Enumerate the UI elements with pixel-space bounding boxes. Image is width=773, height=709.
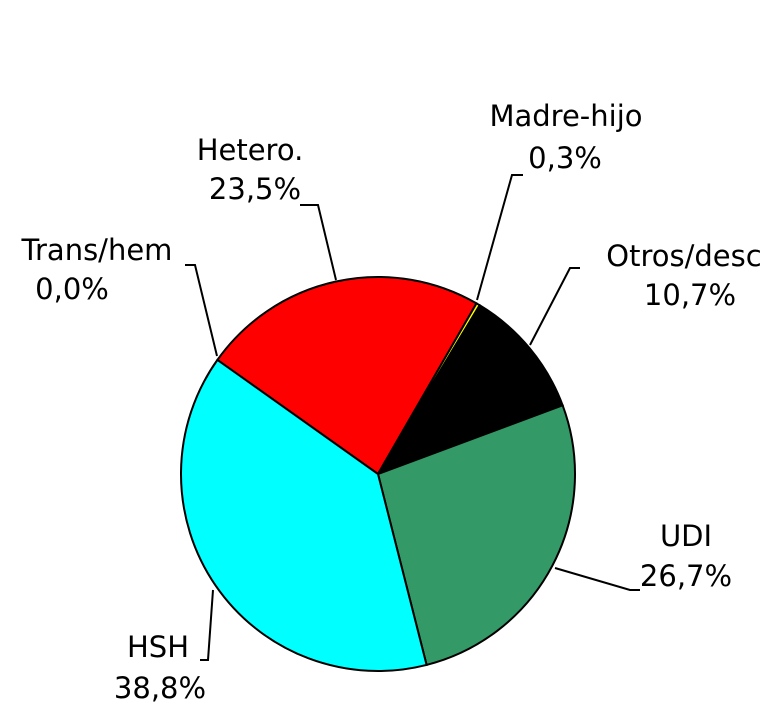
pie-slice <box>216 276 478 476</box>
slice-value-label: 0,3% <box>528 141 602 175</box>
slice-label: Madre-hijo <box>489 99 642 133</box>
slice-label: Otros/desc <box>606 239 761 273</box>
leader-line <box>200 589 214 661</box>
leader-line <box>185 264 218 357</box>
slice-value-label: 26,7% <box>640 559 732 593</box>
slice-value-label: 38,8% <box>114 671 206 705</box>
slice-label: UDI <box>660 519 712 553</box>
slice-value-label: 10,7% <box>644 278 736 312</box>
leader-line <box>529 267 580 346</box>
slice-label: HSH <box>127 630 189 664</box>
leader-line <box>300 204 337 281</box>
slice-value-label: 23,5% <box>209 172 301 206</box>
slice-label: Hetero. <box>197 133 304 167</box>
pie-slice <box>375 303 564 476</box>
pie-slice <box>376 404 576 667</box>
leader-line <box>476 174 523 301</box>
pie-slice <box>180 358 428 672</box>
slice-label: Trans/hem <box>21 233 173 267</box>
leader-line <box>554 567 640 591</box>
slice-value-label: 0,0% <box>35 272 109 306</box>
